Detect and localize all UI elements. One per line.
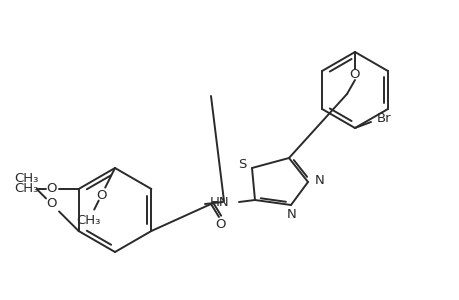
Text: HN: HN — [209, 196, 229, 208]
Text: S: S — [238, 158, 246, 170]
Text: O: O — [96, 189, 106, 202]
Text: N: N — [314, 175, 324, 188]
Text: CH₃: CH₃ — [14, 172, 38, 185]
Text: O: O — [46, 197, 56, 210]
Text: O: O — [46, 182, 56, 196]
Text: Br: Br — [376, 112, 391, 124]
Text: N: N — [286, 208, 296, 220]
Text: O: O — [349, 68, 359, 80]
Text: CH₃: CH₃ — [76, 214, 101, 227]
Text: CH₃: CH₃ — [14, 182, 38, 196]
Text: O: O — [215, 218, 226, 230]
